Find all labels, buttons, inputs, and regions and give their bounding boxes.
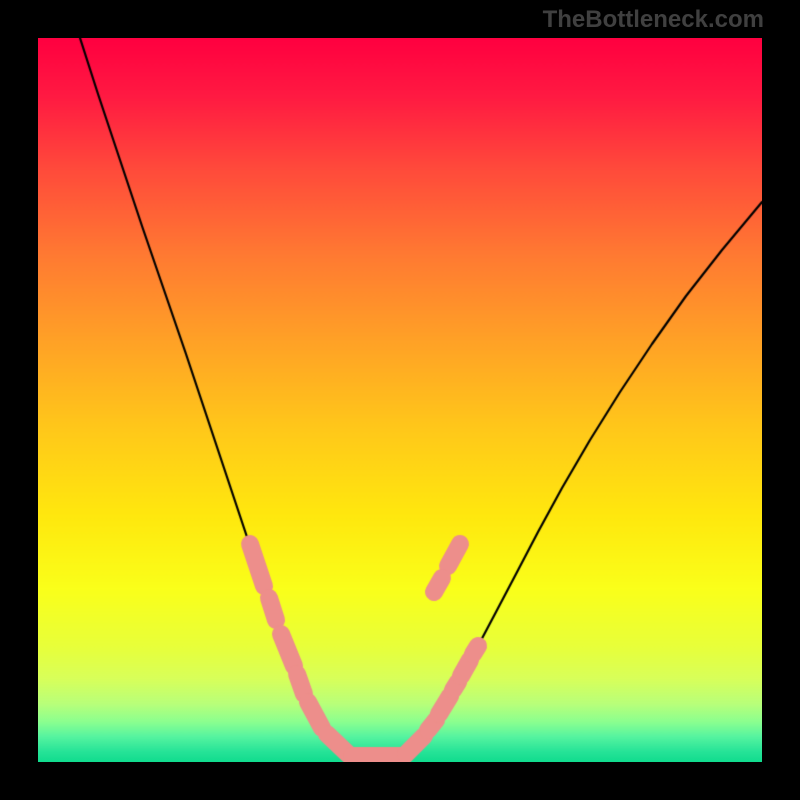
chart-canvas xyxy=(38,38,762,762)
figure-root: TheBottleneck.com xyxy=(0,0,800,800)
plot-area xyxy=(38,38,762,762)
watermark-text: TheBottleneck.com xyxy=(543,6,764,34)
